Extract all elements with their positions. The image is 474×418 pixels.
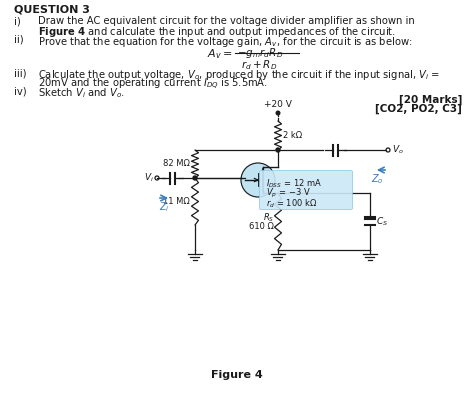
Text: $=$: $=$ [220,47,232,57]
Text: $\mathbf{Figure\ 4}$ and calculate the input and output impedances of the circui: $\mathbf{Figure\ 4}$ and calculate the i… [38,25,396,39]
Text: +20 V: +20 V [264,100,292,109]
Text: 610 Ω: 610 Ω [249,222,274,231]
Text: Figure 4: Figure 4 [211,370,263,380]
Text: $R_S$: $R_S$ [263,211,274,224]
Text: Calculate the output voltage, $V_o$, produced by the circuit if the input signal: Calculate the output voltage, $V_o$, pro… [38,68,440,82]
Text: Sketch $V_i$ and $V_o$.: Sketch $V_i$ and $V_o$. [38,86,125,100]
Circle shape [276,148,280,152]
Text: $V_o$: $V_o$ [392,144,404,156]
Text: $r_d$ = 100 kΩ: $r_d$ = 100 kΩ [266,197,317,209]
Text: [CO2, PO2, C3]: [CO2, PO2, C3] [375,104,462,114]
Text: $r_d + R_D$: $r_d + R_D$ [241,58,277,72]
Text: Draw the AC equivalent circuit for the voltage divider amplifier as shown in: Draw the AC equivalent circuit for the v… [38,16,415,26]
Text: $V_i$: $V_i$ [144,172,154,184]
FancyBboxPatch shape [259,171,353,209]
Text: QUESTION 3: QUESTION 3 [14,5,90,15]
Text: $V_p$ = −3 V: $V_p$ = −3 V [266,187,310,200]
Text: $-g_m r_d R_D$: $-g_m r_d R_D$ [237,46,283,59]
Text: Prove that the equation for the voltage gain, $A_v$, for the circuit is as below: Prove that the equation for the voltage … [38,35,412,49]
Text: [20 Marks]: [20 Marks] [399,95,462,105]
Text: 11 MΩ: 11 MΩ [163,197,190,206]
Circle shape [193,176,197,180]
Text: 82 MΩ: 82 MΩ [163,160,190,168]
Text: $C_S$: $C_S$ [376,215,388,228]
Circle shape [241,163,275,197]
Text: $Z_i$: $Z_i$ [159,200,170,214]
Text: 20mV and the operating current $I_{DQ}$ is 5.5mA.: 20mV and the operating current $I_{DQ}$ … [38,77,268,92]
Text: iv): iv) [14,86,27,96]
Text: ii): ii) [14,35,24,45]
Text: $A_v$: $A_v$ [207,47,222,61]
Text: 2 kΩ: 2 kΩ [283,131,302,140]
Text: $Z_o$: $Z_o$ [371,172,384,186]
Circle shape [276,111,280,115]
Text: $I_{DSS}$ = 12 mA: $I_{DSS}$ = 12 mA [266,177,322,189]
Text: i): i) [14,16,21,26]
Text: iii): iii) [14,68,27,78]
